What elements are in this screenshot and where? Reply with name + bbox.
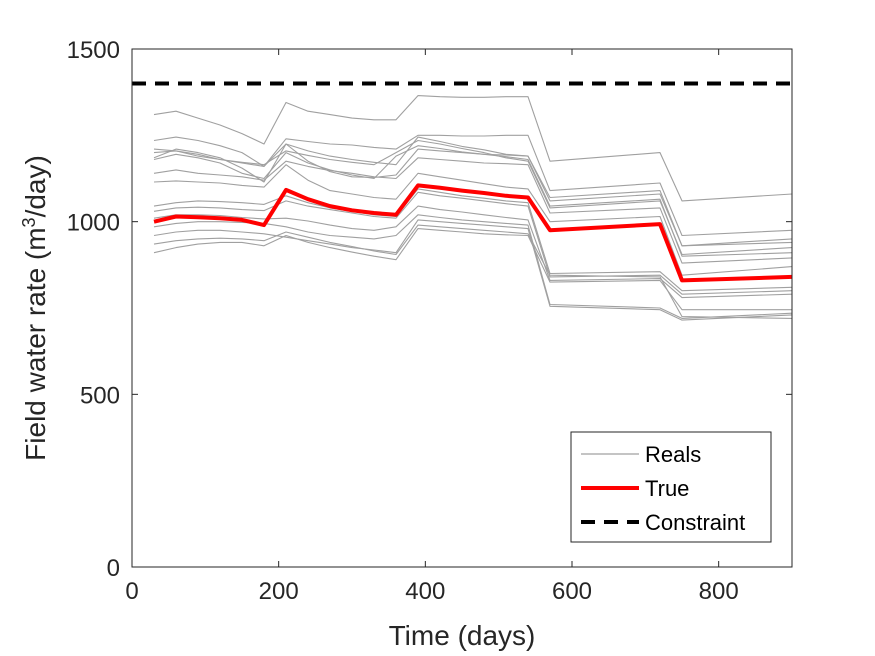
series-real-4 xyxy=(153,143,793,247)
legend-label-reals: Reals xyxy=(645,442,701,467)
axes-box xyxy=(131,48,793,568)
x-tick-label: 400 xyxy=(405,578,445,605)
x-axis-title: Time (days) xyxy=(389,620,536,651)
y-tick-label: 1500 xyxy=(67,37,120,64)
lines-layer xyxy=(132,81,793,321)
legend: Reals True Constraint xyxy=(570,431,772,543)
x-tick-label: 800 xyxy=(699,578,739,605)
y-axis-title: Field water rate (m3/day) xyxy=(19,155,51,461)
series-real-6 xyxy=(153,145,793,257)
series-real-5 xyxy=(153,139,793,256)
series-true xyxy=(153,183,793,283)
series-real-2 xyxy=(153,134,793,237)
ticks-layer: 0 200 400 600 800 0 500 1000 1500 xyxy=(67,37,792,605)
series-real-1 xyxy=(153,95,793,202)
series-real-8 xyxy=(153,164,793,276)
y-tick-label: 1000 xyxy=(67,210,120,237)
y-axis-title-tail: /day) xyxy=(20,155,51,217)
series-real-14 xyxy=(153,224,793,319)
series-real-12 xyxy=(153,214,793,319)
y-axis-title-superscript: 3 xyxy=(19,217,39,227)
series-real-13 xyxy=(153,219,793,321)
y-tick-label: 500 xyxy=(80,382,120,409)
series-real-10 xyxy=(153,191,793,295)
y-tick-label: 0 xyxy=(107,555,120,582)
series-real-7 xyxy=(153,157,793,264)
legend-label-true: True xyxy=(645,476,689,501)
series-real-15 xyxy=(153,228,792,311)
series-real-11 xyxy=(153,205,793,299)
x-tick-label: 600 xyxy=(552,578,592,605)
legend-label-constraint: Constraint xyxy=(645,510,745,535)
y-axis-title-main: Field water rate (m xyxy=(20,227,51,460)
x-tick-label: 200 xyxy=(259,578,299,605)
x-tick-label: 0 xyxy=(125,578,138,605)
